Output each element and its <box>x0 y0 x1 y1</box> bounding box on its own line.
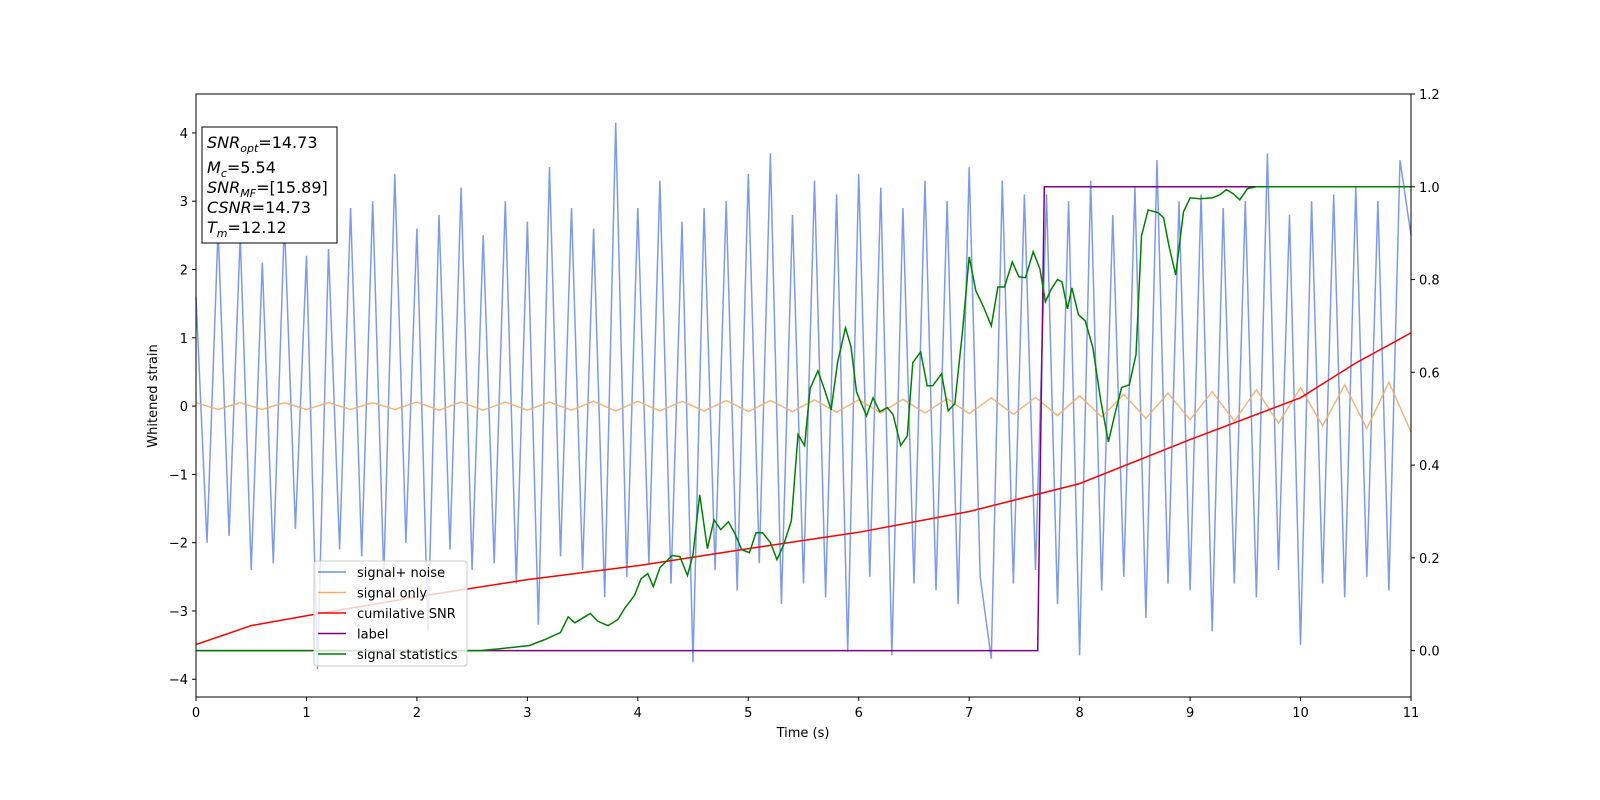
y-tick-label: 0 <box>180 400 188 415</box>
y-tick-label: −3 <box>169 605 188 620</box>
y-tick-label: −2 <box>169 537 188 552</box>
annotation: CSNR=14.73 <box>207 198 311 217</box>
annotation-subscript: MF <box>240 187 256 200</box>
annotation-value: =12.12 <box>228 218 287 237</box>
annotation: SNRopt=14.73 <box>207 133 318 155</box>
x-tick-label: 3 <box>523 706 531 721</box>
x-tick-label: 4 <box>634 706 642 721</box>
annotation: Mc=5.54 <box>207 158 276 180</box>
annotation-value: =14.73 <box>258 133 317 152</box>
annotation-value: =[15.89] <box>256 178 328 197</box>
annotation-subscript: c <box>221 167 227 180</box>
y-tick-label: 2 <box>180 264 188 279</box>
x-axis-label: Time (s) <box>776 726 830 741</box>
y2-tick-label: 1.2 <box>1419 88 1440 103</box>
axes-frame <box>195 93 1412 698</box>
legend-label: signal+ noise <box>357 566 445 581</box>
y2-tick-label: 1.0 <box>1419 181 1440 196</box>
x-tick-label: 10 <box>1292 706 1309 721</box>
legend-label: signal only <box>357 587 427 602</box>
annotation: Tm=12.12 <box>207 218 287 240</box>
annotation-value: =14.73 <box>252 198 311 217</box>
annotation-symbol: CSNR <box>207 198 252 217</box>
x-tick-label: 7 <box>965 706 973 721</box>
x-tick-label: 2 <box>413 706 421 721</box>
y2-tick-label: 0.2 <box>1419 552 1440 567</box>
x-tick-label: 9 <box>1186 706 1194 721</box>
x-tick-label: 1 <box>302 706 310 721</box>
annotation-value: =5.54 <box>227 158 276 177</box>
annotation-symbol: T <box>207 218 218 237</box>
y2-tick-label: 0.6 <box>1419 366 1440 381</box>
y-tick-label: 1 <box>180 332 188 347</box>
y-tick-label: −1 <box>169 468 188 483</box>
y-tick-label: −4 <box>169 673 188 688</box>
y2-tick-label: 0.0 <box>1419 645 1440 660</box>
series-line <box>195 380 1412 433</box>
annotation-box <box>201 126 338 244</box>
annotation-subscript: opt <box>240 142 259 155</box>
annotation-subscript: m <box>217 227 228 240</box>
series-line <box>196 186 1411 652</box>
x-tick-label: 11 <box>1403 706 1420 721</box>
x-tick-label: 0 <box>192 706 200 721</box>
y2-tick-label: 0.4 <box>1419 459 1440 474</box>
legend-label: cumilative SNR <box>357 607 456 622</box>
x-tick-label: 6 <box>855 706 863 721</box>
series-line <box>196 186 1411 652</box>
y2-tick-label: 0.8 <box>1419 274 1440 289</box>
x-tick-label: 8 <box>1075 706 1083 721</box>
annotation-symbol: SNR <box>207 133 240 152</box>
annotation-symbol: M <box>207 158 221 177</box>
y-tick-label: 3 <box>180 195 188 210</box>
series-line <box>195 122 1412 670</box>
annotation-symbol: SNR <box>207 178 240 197</box>
legend-label: signal statistics <box>357 648 458 663</box>
annotation: SNRMF=[15.89] <box>207 178 328 200</box>
legend-box <box>313 560 468 667</box>
y-axis-label: Whitened strain <box>146 344 161 447</box>
x-tick-label: 5 <box>744 706 752 721</box>
y-tick-label: 4 <box>180 127 188 142</box>
legend-label: label <box>357 628 388 643</box>
